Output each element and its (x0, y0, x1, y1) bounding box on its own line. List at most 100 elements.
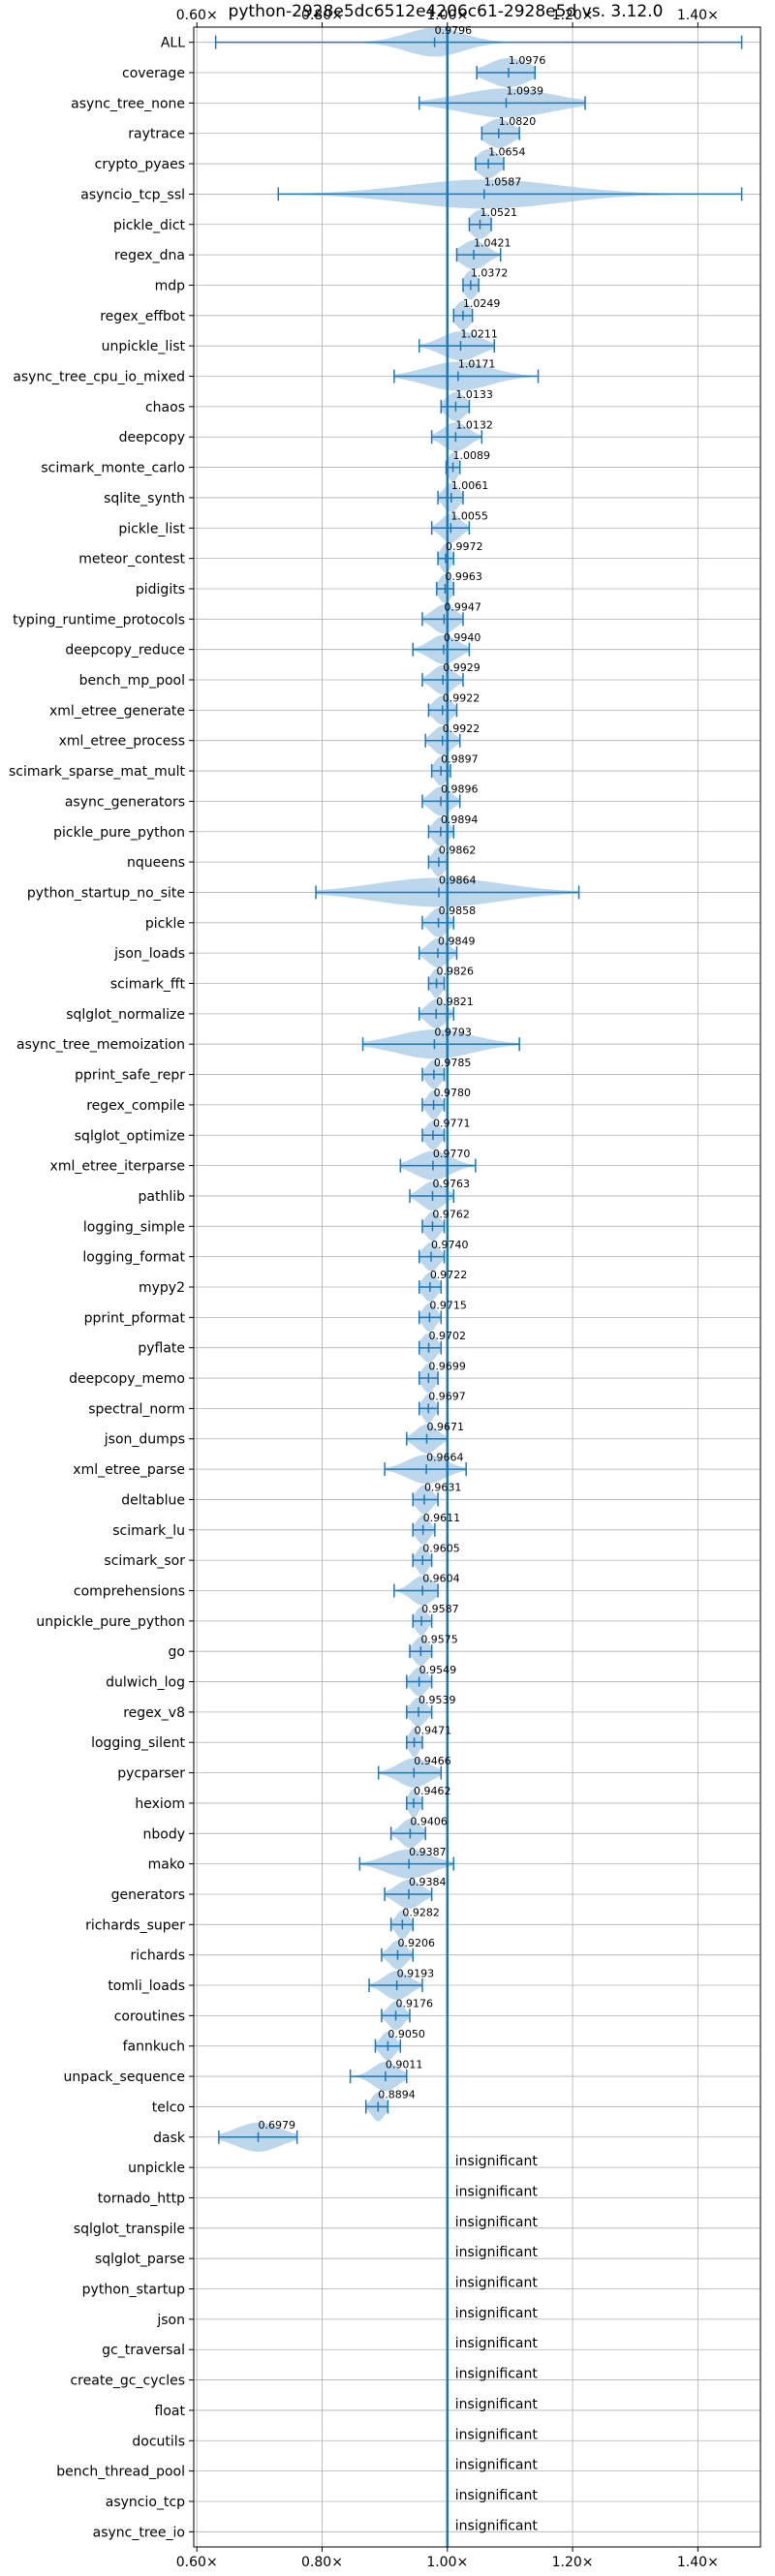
value-label: 0.9549 (419, 1664, 457, 1676)
category-label: hexiom (135, 1796, 185, 1812)
category-label: scimark_fft (110, 977, 186, 993)
value-label: 0.9722 (430, 1269, 468, 1281)
insignificant-label: insignificant (455, 2336, 539, 2351)
category-label: logging_silent (91, 1735, 185, 1751)
category-label: docutils (132, 2434, 185, 2449)
category-label: dulwich_log (106, 1675, 185, 1691)
category-label: pyflate (138, 1341, 185, 1357)
category-label: ALL (161, 36, 185, 51)
category-label: pprint_pformat (84, 1310, 186, 1326)
grid (189, 22, 760, 2552)
insignificant-label: insignificant (455, 2518, 539, 2533)
value-label: 0.9940 (444, 631, 481, 644)
value-label: 1.0171 (458, 358, 496, 371)
value-label: 0.9796 (435, 24, 473, 37)
value-label: 0.9539 (418, 1694, 456, 1706)
insignificant-label: insignificant (455, 2154, 539, 2169)
category-label: telco (152, 2100, 185, 2115)
category-label: json_loads (113, 946, 185, 962)
value-label: 0.9763 (432, 1178, 470, 1190)
category-label: unpickle_pure_python (36, 1614, 185, 1630)
category-label: pprint_safe_repr (75, 1068, 185, 1084)
x-tick-label-bottom: 0.60× (176, 2555, 218, 2570)
category-label: json_dumps (104, 1432, 185, 1448)
value-label: 0.9631 (424, 1482, 462, 1494)
category-label: fannkuch (123, 2039, 185, 2055)
category-label: mdp (155, 278, 186, 293)
value-label: 0.9193 (397, 1967, 435, 1979)
category-label: pickle (145, 916, 185, 932)
category-label: regex_v8 (123, 1705, 185, 1721)
value-label: 1.0587 (484, 176, 521, 189)
category-label: unpack_sequence (64, 2070, 185, 2085)
value-label: 1.0055 (450, 509, 488, 522)
value-label: 0.9947 (444, 601, 481, 614)
value-label: 0.9785 (434, 1057, 472, 1069)
value-label: 0.9604 (422, 1573, 460, 1585)
category-label: xml_etree_process (59, 734, 185, 750)
category-label: regex_dna (114, 248, 185, 263)
category-label: pathlib (139, 1189, 186, 1205)
value-label: 0.9826 (437, 966, 475, 978)
category-label: mypy2 (139, 1280, 185, 1296)
value-label: 0.9896 (441, 783, 479, 796)
category-label: crypto_pyaes (95, 157, 185, 172)
value-label: 0.9929 (443, 661, 480, 674)
value-label: 0.9605 (422, 1542, 460, 1554)
category-label: regex_compile (86, 1098, 185, 1114)
category-label: generators (111, 1887, 185, 1903)
category-label: deepcopy_memo (69, 1371, 185, 1387)
category-label: async_tree_cpu_io_mixed (13, 370, 185, 385)
x-tick-label-bottom: 1.00× (426, 2555, 468, 2570)
value-label: 0.9963 (445, 570, 482, 583)
x-tick-label-bottom: 1.20× (552, 2555, 594, 2570)
category-label: sqlglot_normalize (66, 1007, 185, 1023)
category-label: richards_super (85, 1917, 185, 1933)
plot-frame (193, 26, 761, 2548)
value-label: 1.0654 (488, 145, 525, 158)
category-label: coroutines (114, 2009, 185, 2024)
value-label: 0.9206 (397, 1937, 435, 1949)
category-label: async_tree_none (71, 96, 185, 111)
insignificant-label: insignificant (455, 2367, 539, 2382)
category-label: deepcopy (119, 430, 185, 445)
insignificant-label: insignificant (455, 2397, 539, 2412)
value-label: 0.9715 (429, 1300, 467, 1312)
chart-title: python-2928e5dc6512e4206c61-2928e5d vs. … (229, 2, 664, 21)
category-label: create_gc_cycles (70, 2374, 185, 2389)
category-label: bench_thread_pool (56, 2465, 185, 2480)
category-label: scimark_lu (112, 1523, 185, 1539)
violin-series (214, 27, 743, 2152)
value-label: 1.0132 (455, 418, 493, 431)
insignificant-label: insignificant (455, 2458, 539, 2473)
category-label: pycparser (117, 1766, 185, 1782)
insignificant-label: insignificant (455, 2245, 539, 2260)
value-label: 0.9922 (443, 722, 480, 735)
value-label: 1.0249 (463, 297, 501, 310)
category-label: chaos (145, 400, 185, 415)
category-label: nbody (143, 1826, 186, 1842)
value-label: 0.9862 (439, 843, 477, 856)
category-label: asyncio_tcp (106, 2495, 185, 2510)
insignificant-label: insignificant (455, 2276, 539, 2291)
value-label: 0.9697 (428, 1391, 466, 1403)
value-label: 0.9897 (441, 752, 479, 765)
labels: 0.60× 0.60× 0.80× 0.80× 1.00× 1.00× 1.20× 1.20×… (9, 8, 719, 2570)
category-label: gc_traversal (102, 2343, 185, 2358)
value-label: 0.9894 (441, 813, 479, 826)
category-label: richards (131, 1948, 186, 1964)
category-label: regex_effbot (100, 309, 185, 324)
category-label: sqlite_synth (104, 491, 185, 506)
value-label: 0.9821 (436, 996, 474, 1008)
category-label: coverage (122, 66, 185, 81)
category-label: sqlglot_optimize (75, 1128, 185, 1144)
x-tick-label-top: 1.00× (426, 8, 468, 23)
value-label: 1.0089 (453, 449, 491, 462)
x-tick-label-bottom: 0.80× (301, 2555, 343, 2570)
value-label: 0.9406 (410, 1816, 448, 1828)
value-label: 0.9050 (388, 2028, 425, 2040)
value-label: 0.9771 (433, 1117, 471, 1129)
x-tick-label-top: 1.40× (677, 8, 719, 23)
category-label: typing_runtime_protocols (13, 612, 185, 628)
